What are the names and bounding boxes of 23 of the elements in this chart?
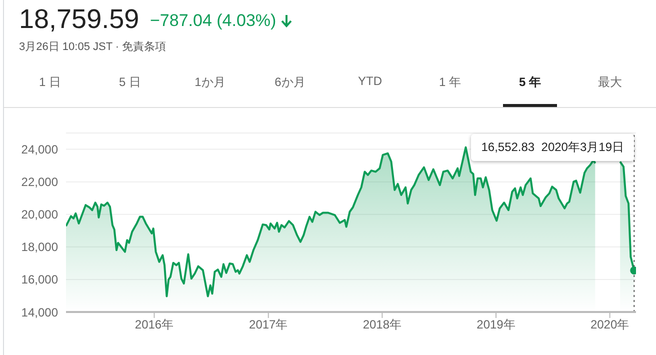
text: 1 年 bbox=[438, 74, 462, 91]
annotation: 16,552.83 2020年3月19日 bbox=[471, 134, 634, 161]
chart-title: 18,759.59 bbox=[19, 4, 140, 35]
text: 6か月 bbox=[274, 74, 306, 91]
text: 1か月 bbox=[194, 74, 226, 91]
x-tick-label: 2017年 bbox=[249, 318, 288, 332]
y-tick-label: 14,000 bbox=[21, 305, 58, 320]
y-tick-label: 20,000 bbox=[21, 208, 58, 222]
text: 1 日 bbox=[38, 74, 62, 91]
text: 最大 bbox=[597, 74, 623, 91]
y-tick-label: 24,000 bbox=[21, 142, 58, 157]
text: 5 日 bbox=[118, 74, 142, 91]
y-tick-label: 18,000 bbox=[21, 240, 58, 254]
text: YTD bbox=[357, 74, 383, 88]
x-tick-label: 2020年 bbox=[590, 318, 630, 332]
text: 3月26日 10:05 JST · 免責条項 bbox=[19, 40, 166, 54]
y-tick-label: 22,000 bbox=[21, 175, 58, 190]
text: 5 年 bbox=[518, 74, 542, 91]
chart-subtitle: −787.04 (4.03%) bbox=[150, 11, 276, 31]
x-tick-label: 2016年 bbox=[134, 318, 174, 332]
x-tick-label: 2018年 bbox=[362, 318, 402, 332]
x-tick-label: 2019年 bbox=[476, 318, 516, 332]
y-tick-label: 16,000 bbox=[21, 272, 58, 287]
